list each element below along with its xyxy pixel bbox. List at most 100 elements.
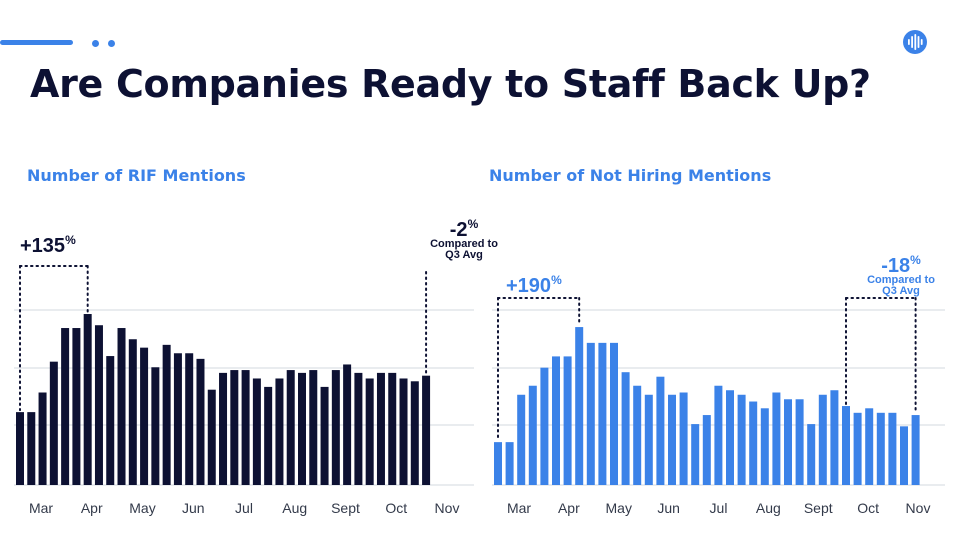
bar <box>72 328 81 485</box>
bar <box>656 376 665 485</box>
bar <box>865 408 874 485</box>
bar <box>772 392 781 485</box>
month-label: May <box>129 500 155 516</box>
bar <box>853 412 862 485</box>
bar <box>749 401 758 485</box>
month-label: Sept <box>331 500 360 516</box>
month-label: Aug <box>756 500 781 516</box>
bar <box>376 372 385 485</box>
bar <box>331 370 340 485</box>
month-label: Oct <box>385 500 407 516</box>
accent-line-decoration <box>0 40 73 45</box>
bar <box>784 399 792 485</box>
bar <box>691 424 700 485</box>
bar <box>610 342 618 485</box>
bar <box>151 367 160 485</box>
bar <box>219 372 228 485</box>
month-label: Nov <box>435 500 460 516</box>
bar <box>818 394 827 485</box>
bar <box>876 412 885 485</box>
bar <box>679 392 688 485</box>
bar <box>668 394 676 485</box>
bar <box>185 353 194 485</box>
bar <box>552 356 560 485</box>
bar <box>644 394 653 485</box>
bar <box>286 370 295 485</box>
month-label: Nov <box>906 500 931 516</box>
month-label: Jul <box>235 500 253 516</box>
month-label: Sept <box>804 500 833 516</box>
bar <box>737 394 746 485</box>
bar <box>842 406 850 485</box>
bar <box>888 412 897 485</box>
bar <box>830 390 839 485</box>
bar <box>16 412 24 485</box>
bar <box>298 372 306 485</box>
bar <box>494 442 502 485</box>
bar <box>106 356 115 485</box>
bar <box>575 327 584 485</box>
bar <box>760 408 769 485</box>
bar <box>275 378 284 485</box>
bar <box>540 367 549 485</box>
bar <box>207 389 216 485</box>
month-label: Oct <box>857 500 879 516</box>
bar <box>911 415 920 485</box>
bar <box>83 314 92 485</box>
bar <box>621 372 630 485</box>
bar <box>517 394 526 485</box>
bar <box>795 399 804 485</box>
month-label: Apr <box>558 500 580 516</box>
bar <box>343 364 352 485</box>
month-label: Mar <box>29 500 53 516</box>
bar <box>173 353 182 485</box>
bar <box>399 378 408 485</box>
month-label: May <box>606 500 632 516</box>
bar <box>264 386 273 485</box>
month-label: Aug <box>282 500 307 516</box>
annotation-value: +190% <box>506 273 562 297</box>
bar <box>128 339 137 485</box>
accent-dot-decoration <box>92 40 99 47</box>
bar <box>241 370 250 485</box>
bar <box>422 375 431 485</box>
bar <box>807 424 816 485</box>
month-label: Mar <box>507 500 531 516</box>
not-hiring-chart-title: Number of Not Hiring Mentions <box>489 166 772 185</box>
accent-dot-decoration <box>108 40 115 47</box>
bar <box>354 372 363 485</box>
bar <box>49 361 58 485</box>
annotation-note: Compared to <box>867 274 935 286</box>
bar <box>563 356 572 485</box>
bar <box>230 370 239 485</box>
bar <box>61 328 70 485</box>
bar <box>598 342 607 485</box>
annotation-note: Q3 Avg <box>882 285 920 297</box>
page-title: Are Companies Ready to Staff Back Up? <box>30 62 871 106</box>
bar <box>365 378 374 485</box>
rif-chart-title: Number of RIF Mentions <box>27 166 246 185</box>
bar <box>388 372 397 485</box>
bar <box>702 415 711 485</box>
month-label: Jul <box>710 500 728 516</box>
bar <box>586 342 595 485</box>
bar <box>528 385 537 485</box>
bar <box>900 426 908 485</box>
bar <box>27 412 36 485</box>
bar <box>140 347 149 485</box>
bar <box>410 381 419 485</box>
bar <box>320 386 329 485</box>
month-label: Jun <box>182 500 205 516</box>
bar <box>309 370 318 485</box>
bar <box>714 385 723 485</box>
month-label: Apr <box>81 500 103 516</box>
bar <box>252 378 261 485</box>
month-label: Jun <box>657 500 680 516</box>
sound-wave-logo-icon <box>903 30 927 54</box>
bar <box>505 442 514 485</box>
bar <box>196 358 205 485</box>
bar <box>633 385 642 485</box>
bar <box>117 328 126 485</box>
